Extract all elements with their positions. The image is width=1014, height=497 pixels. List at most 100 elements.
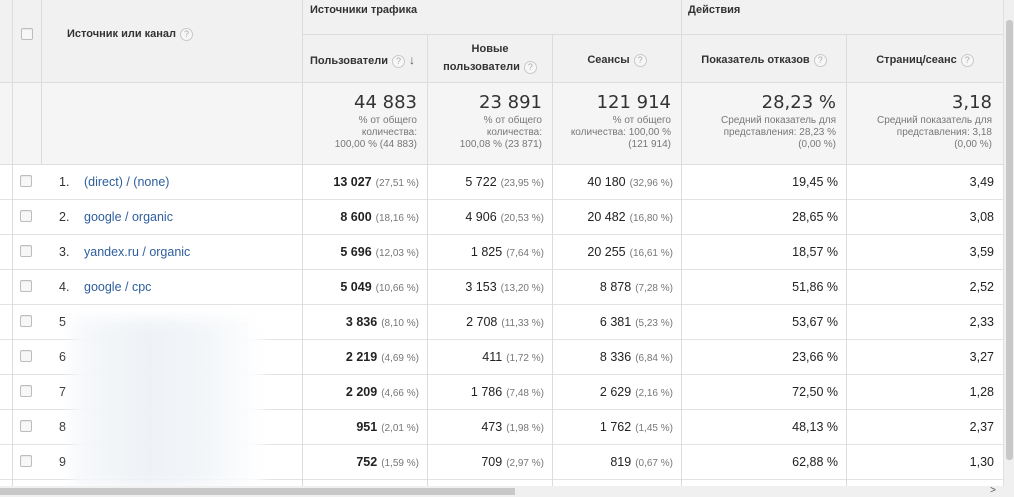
dimension-header-label: Источник или канал [67,28,177,40]
sessions-header-label: Сеансы [587,54,630,66]
vertical-scrollbar[interactable] [1003,0,1014,486]
total-users: 44 883 % от общего количества: 100,00 % … [305,93,417,151]
row-checkbox[interactable] [20,455,32,467]
users-cell: 5 049 (10,66 %) [303,270,419,305]
total-sessions-note-1: % от общего [612,115,671,126]
sessions-percent: (32,96 %) [629,178,673,189]
dimension-header[interactable]: Источник или канал? [67,25,194,43]
row-checkbox[interactable] [20,315,32,327]
bounce-cell: 18,57 % [792,245,838,259]
sessions-cell: 2 629 (2,16 %) [553,375,673,410]
new-users-percent: (7,48 %) [506,388,544,399]
help-icon[interactable]: ? [392,54,406,68]
sessions-header[interactable]: Сеансы? [553,51,681,69]
new-users-percent: (1,72 %) [506,353,544,364]
total-bounce-note-3: (0,00 %) [798,139,836,150]
source-medium-link[interactable]: (direct) / (none) [84,175,170,189]
total-bounce: 28,23 % Средний показатель для представл… [686,93,836,151]
pages-header-label: Страниц/сеанс [876,54,957,66]
sessions-cell: 6 381 (5,23 %) [553,305,673,340]
new-users-value: 3 153 [465,280,497,294]
users-header[interactable]: Пользователи? ↓ [310,51,426,70]
users-percent: (2,01 %) [381,423,419,434]
sort-descending-icon[interactable]: ↓ [409,53,416,67]
users-value: 13 027 [333,175,372,189]
source-medium-link[interactable]: yandex.ru / organic [84,245,191,259]
horizontal-scrollbar[interactable]: > [0,485,1014,497]
new-users-percent: (2,97 %) [506,458,544,469]
table-row: 4. google / cpc 5 049 (10,66 %) 3 153 (13,… [0,270,1003,305]
help-icon[interactable]: ? [813,53,827,67]
sessions-cell: 819 (0,67 %) [553,445,673,480]
source-medium-link[interactable]: google / cpc [84,280,152,294]
users-value: 3 836 [345,315,378,329]
sessions-cell: 8 336 (6,84 %) [553,340,673,375]
row-index: 6 [59,350,66,364]
users-value: 2 209 [345,385,378,399]
horizontal-scroll-thumb[interactable] [0,488,515,495]
sessions-percent: (5,23 %) [635,318,673,329]
pages-cell: 3,27 [969,350,994,364]
select-all-checkbox[interactable] [21,28,33,40]
pages-header[interactable]: Страниц/сеанс? [847,51,1003,69]
row-index: 3. [59,245,70,259]
new-users-header[interactable]: Новые пользователи? [428,40,552,76]
row-checkbox[interactable] [20,175,32,187]
help-icon[interactable]: ? [523,60,537,74]
bounce-cell: 28,65 % [792,210,838,224]
help-icon[interactable]: ? [960,53,974,67]
bounce-header[interactable]: Показатель отказов? [682,51,846,69]
help-icon[interactable]: ? [180,27,194,41]
pages-cell: 1,28 [969,385,994,399]
users-percent: (8,10 %) [381,318,419,329]
users-percent: (4,66 %) [381,388,419,399]
sessions-value: 8 336 [599,350,632,364]
total-pages: 3,18 Средний показатель для представлени… [850,93,992,151]
users-cell: 5 696 (12,03 %) [303,235,419,270]
total-pages-note-3: (0,00 %) [954,139,992,150]
source-medium-link[interactable]: google / organic [84,210,173,224]
sessions-percent: (16,80 %) [629,213,673,224]
total-sessions: 121 914 % от общего количества: 100,00 %… [556,93,671,151]
new-users-cell: 709 (2,97 %) [428,445,544,480]
users-cell: 8 600 (18,16 %) [303,200,419,235]
sessions-cell: 40 180 (32,96 %) [553,165,673,200]
new-users-value: 1 786 [470,385,503,399]
bounce-cell: 53,67 % [792,315,838,329]
scroll-right-icon[interactable]: > [990,485,996,496]
new-users-cell: 1 786 (7,48 %) [428,375,544,410]
row-checkbox[interactable] [20,385,32,397]
bounce-cell: 23,66 % [792,350,838,364]
row-index: 4. [59,280,70,294]
row-checkbox[interactable] [20,420,32,432]
vertical-scroll-thumb[interactable] [1006,20,1013,460]
sessions-cell: 20 255 (16,61 %) [553,235,673,270]
row-index: 5 [59,315,66,329]
row-checkbox[interactable] [20,280,32,292]
total-users-value: 44 883 [354,92,417,113]
pages-cell: 2,37 [969,420,994,434]
users-cell: 951 (2,01 %) [303,410,419,445]
total-new-users-note-1: % от общего [483,115,542,126]
row-checkbox[interactable] [20,245,32,257]
users-value: 5 049 [340,280,372,294]
total-users-note-3: 100,00 % (44 883) [334,139,417,150]
help-icon[interactable]: ? [633,53,647,67]
users-percent: (18,16 %) [375,213,419,224]
users-value: 8 600 [340,210,372,224]
new-users-cell: 4 906 (20,53 %) [428,200,544,235]
row-checkbox[interactable] [20,350,32,362]
row-checkbox[interactable] [20,210,32,222]
new-users-value: 2 708 [466,315,498,329]
new-users-percent: (13,20 %) [500,283,544,294]
row-index: 1. [59,175,70,189]
total-sessions-note-2: количества: 100,00 % [570,127,671,138]
sessions-cell: 20 482 (16,80 %) [553,200,673,235]
sessions-value: 40 180 [587,175,626,189]
users-cell: 2 219 (4,69 %) [303,340,419,375]
users-value: 2 219 [345,350,378,364]
new-users-value: 5 722 [465,175,497,189]
users-header-label: Пользователи [310,55,389,67]
total-bounce-note-2: представления: 28,23 % [723,127,836,138]
